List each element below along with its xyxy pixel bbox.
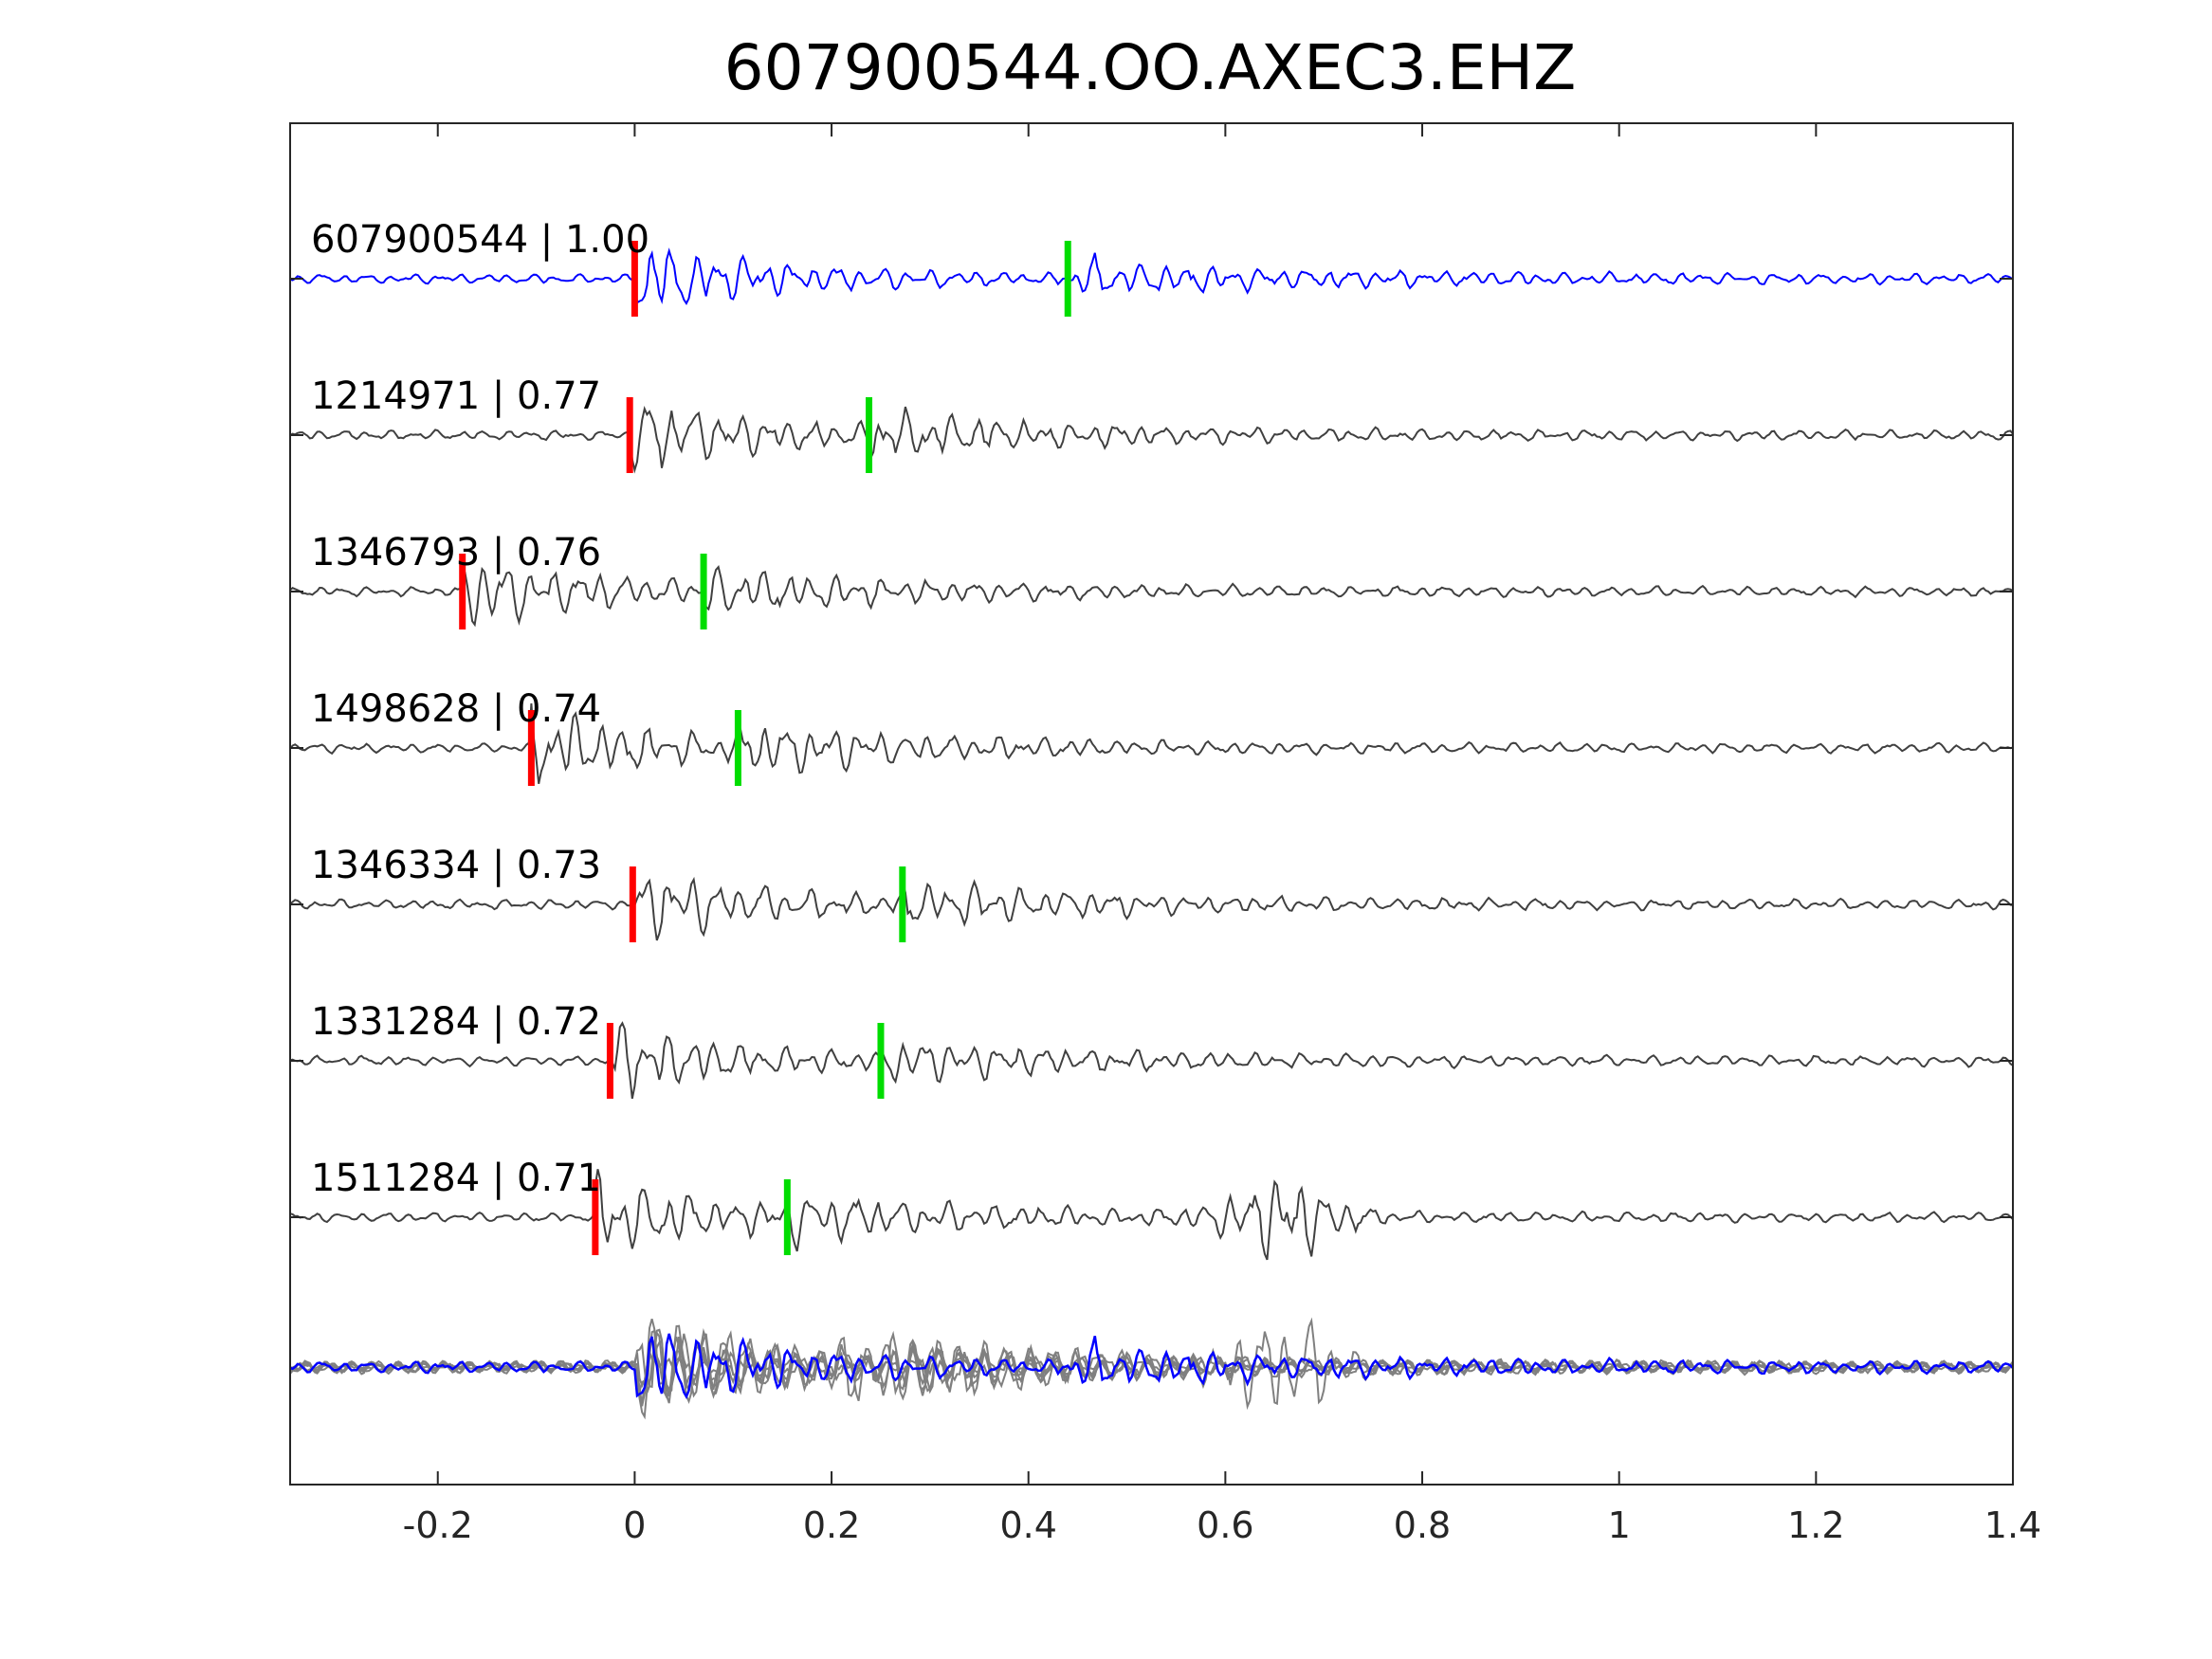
trace-1331284-line <box>289 1021 2014 1100</box>
x-tick-label: 1.2 <box>1787 1504 1844 1546</box>
trace-1511284-line <box>289 1169 2014 1261</box>
x-tick-label: -0.2 <box>403 1504 473 1546</box>
trace-1331284-label: 1331284 | 0.72 <box>311 1000 601 1044</box>
trace-1346334-label: 1346334 | 0.73 <box>311 844 601 887</box>
trace-1346334-line <box>289 876 2014 941</box>
trace-labels-layer: 607900544 | 1.00 1214971 | 0.77 1346793 | … <box>311 218 649 1200</box>
x-tick-label: 1 <box>1608 1504 1631 1546</box>
x-tick-label: 0.8 <box>1394 1504 1451 1546</box>
picks-layer <box>459 241 1071 1255</box>
x-tick-label: 0.2 <box>803 1504 860 1546</box>
trace-1346793-label: 1346793 | 0.76 <box>311 531 601 574</box>
x-tick-label: 1.4 <box>1984 1504 2041 1546</box>
x-tick-label: 0.6 <box>1197 1504 1253 1546</box>
axes-box <box>289 122 2014 1486</box>
traces-layer <box>289 247 2014 1420</box>
stack-trace-1346334-line <box>289 1324 2014 1399</box>
trace-1498628-line <box>289 702 2014 784</box>
stack-template-line <box>289 1333 2014 1400</box>
chart-title: 607900544.OO.AXEC3.EHZ <box>724 31 1577 104</box>
trace-1498628-label: 1498628 | 0.74 <box>311 687 601 731</box>
trace-1214971-label: 1214971 | 0.77 <box>311 374 601 418</box>
x-tick-label: 0 <box>623 1504 646 1546</box>
x-ticks-layer: -0.2 0 0.2 0.4 0.6 0.8 1 1.2 1.4 <box>290 123 2041 1546</box>
x-tick-label: 0.4 <box>999 1504 1056 1546</box>
trace-607900544-label: 607900544 | 1.00 <box>311 218 649 262</box>
trace-1346793-line <box>289 564 2014 628</box>
trace-1214971-line <box>289 406 2014 474</box>
trace-607900544-line <box>289 247 2014 305</box>
trace-1511284-label: 1511284 | 0.71 <box>311 1157 601 1200</box>
